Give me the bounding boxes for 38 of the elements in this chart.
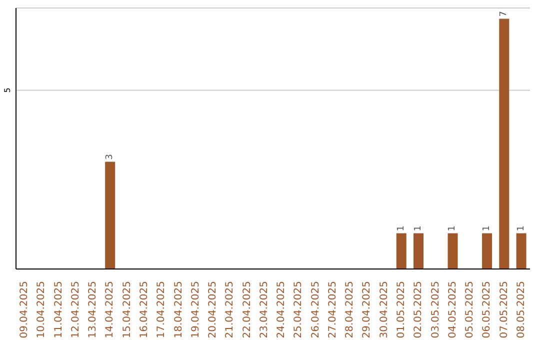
x-tick-label: 17.04.2025 xyxy=(156,281,168,338)
data-label: 1 xyxy=(516,226,526,232)
data-label: 1 xyxy=(396,226,406,232)
x-tick-label: 09.04.2025 xyxy=(19,281,30,338)
x-tick-label: 10.04.2025 xyxy=(36,281,48,338)
data-label: 3 xyxy=(105,154,116,160)
x-tick-label: 01.05.2025 xyxy=(396,281,407,338)
x-tick-label: 28.04.2025 xyxy=(344,281,356,338)
x-tick-label: 13.04.2025 xyxy=(88,281,99,338)
x-tick-label: 11.04.2025 xyxy=(53,281,64,338)
x-tick-label: 19.04.2025 xyxy=(190,281,202,338)
x-tick-label: 29.04.2025 xyxy=(362,281,373,338)
y-tick-label: 5 xyxy=(3,88,12,93)
x-tick-label: 24.04.2025 xyxy=(276,281,288,338)
x-tick-label: 12.04.2025 xyxy=(70,281,82,338)
x-tick-label: 23.04.2025 xyxy=(258,281,270,338)
x-tick-label: 07.05.2025 xyxy=(498,281,510,338)
x-tick-label: 03.05.2025 xyxy=(430,281,442,338)
x-tick-label: 30.04.2025 xyxy=(378,281,390,338)
data-label: 1 xyxy=(482,226,492,232)
x-tick-label: 27.04.2025 xyxy=(327,281,338,338)
x-tick-label: 20.04.2025 xyxy=(208,281,219,338)
x-tick-label: 05.05.2025 xyxy=(464,281,476,338)
x-tick-label: 22.04.2025 xyxy=(242,281,253,338)
x-tick-label: 16.04.2025 xyxy=(139,281,150,338)
x-tick-label: 18.04.2025 xyxy=(173,281,184,338)
data-label: 7 xyxy=(499,10,510,17)
x-tick-label: 02.05.2025 xyxy=(413,281,424,338)
x-tick-label: 06.05.2025 xyxy=(482,281,493,338)
x-tick-label: 08.05.2025 xyxy=(516,281,527,338)
x-tick-label: 26.04.2025 xyxy=(310,281,322,338)
x-tick-label: 25.04.2025 xyxy=(293,281,304,338)
x-tick-label: 15.04.2025 xyxy=(122,281,133,338)
data-label: 1 xyxy=(448,226,458,232)
data-label: 1 xyxy=(413,226,424,232)
x-tick-label: 04.05.2025 xyxy=(447,281,458,338)
x-tick-label: 14.04.2025 xyxy=(104,281,116,338)
x-tick-label: 21.04.2025 xyxy=(224,281,236,338)
